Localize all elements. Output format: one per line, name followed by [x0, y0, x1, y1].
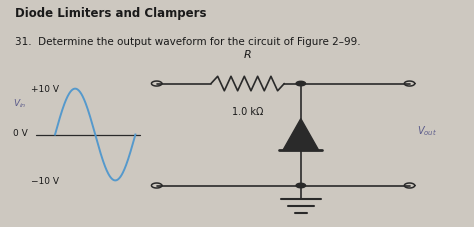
Text: +10 V: +10 V	[31, 84, 59, 93]
Text: Diode Limiters and Clampers: Diode Limiters and Clampers	[15, 7, 206, 20]
Polygon shape	[296, 183, 306, 188]
Text: 1.0 kΩ: 1.0 kΩ	[232, 107, 264, 117]
Text: R: R	[244, 49, 252, 59]
Text: 0 V: 0 V	[12, 128, 27, 137]
Text: $V_{out}$: $V_{out}$	[417, 123, 437, 137]
Text: 31.  Determine the output waveform for the circuit of Figure 2–99.: 31. Determine the output waveform for th…	[15, 37, 361, 47]
Text: −10 V: −10 V	[31, 177, 59, 186]
Polygon shape	[283, 119, 319, 151]
Text: $V_{in}$: $V_{in}$	[12, 97, 26, 110]
Polygon shape	[296, 82, 306, 86]
